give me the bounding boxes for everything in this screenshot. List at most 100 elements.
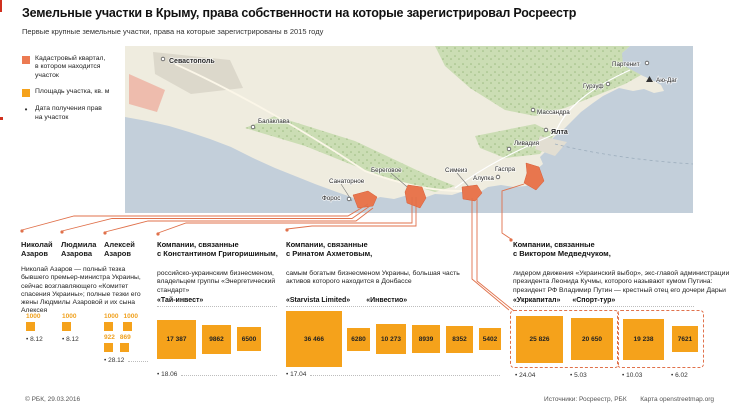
plot-square: 6500 [237,327,261,351]
registration-date: • 6.02 [671,372,688,379]
legend-label: Дата получения прав на участок [35,105,102,121]
cadastral-block-simeiz [461,184,483,202]
plot-row: 1000 1000 [104,313,156,331]
place-marker-icon [605,81,611,87]
plot-square [123,322,133,331]
place-marker-icon [506,146,512,152]
plot-cell: 1000 [123,313,138,331]
urban-yalta [535,136,567,156]
plot-area-value: 1000 [26,313,41,320]
plot-row: 1000 [62,313,79,331]
copyright: © РБК, 29.03.2016 [25,396,81,403]
place-marker-icon [644,60,650,66]
company-label-row: «Тай-инвест» [157,297,277,307]
legend: Кадастровый квартал, в котором находится… [22,55,122,130]
dates-row: • 24.04 • 5.03 [510,372,612,379]
registration-date: • 18.06 [157,371,178,378]
plot-area-value: 869 [119,334,131,341]
legend-label: Площадь участка, кв. м [35,88,110,96]
plot-bars-starvista: 36 466 [286,310,342,368]
person-name: Алексей Азаров [104,240,135,258]
plot-cell: 922 [104,334,115,352]
road [554,69,631,135]
footer-sources: Источники: Росреестр, РБК Карта openstre… [544,396,714,403]
place-label: Береговое [371,167,402,174]
plot-cell: 1000 [104,313,118,331]
cadastral-block-gaspra [523,162,545,191]
registration-date: • 10.03 [622,372,643,379]
ferry-line [554,143,694,165]
dotted-leader [181,375,277,376]
section-desc: самым богатым бизнесменом Украины, больш… [286,270,460,286]
place-label: Санаторное [329,178,365,185]
date-bullet-icon: • [24,105,28,115]
place-marker-icon [530,107,536,113]
place-label: Массандра [537,109,570,116]
registration-date: • 28.12 [104,357,125,364]
plot-cell: 1000 [26,313,40,331]
section-desc: лидером движения «Украинский выбор», экс… [513,270,730,294]
plot-box-ukrkapital: 25 826 20 650 [510,310,619,368]
dotted-leader [128,361,149,362]
label-pointer [456,172,470,188]
section-akhmetov: Компании, связанные с Ринатом Ахметовым,… [286,240,504,378]
azarov-note: Николай Азаров — полный тезка бывшего пр… [21,266,141,315]
place-label: Аю-Даг [656,77,678,84]
place-label: Ялта [551,129,568,136]
page-subtitle: Первые крупные земельные участки, права … [22,27,324,36]
place-label: Ливадия [514,140,539,147]
dotted-leader [310,375,500,376]
plot-row: 1000 [26,313,43,331]
section-medvedchuk: Компании, связанные с Виктором Медведчук… [510,240,735,379]
sources-text: Источники: Росреестр, РБК [544,396,627,403]
person-name: Людмила Азарова [61,240,97,258]
plot-box-sport-tur: 19 238 7621 [617,310,704,368]
page-title: Земельные участки в Крыму, права собстве… [22,6,577,20]
registration-date: • 17.04 [286,371,307,378]
place-label: Партенит [612,61,640,68]
place-marker-icon [160,56,166,62]
plot-bars-tai-invest: 17 387 9862 6500 [157,310,261,368]
forest [475,124,555,158]
plot-square: 36 466 [286,311,342,367]
plot-chart-aleksey: 1000 1000 922 869 • 28.12 [104,313,156,364]
legend-item-cadastral: Кадастровый квартал, в котором находится… [22,55,122,80]
section-header: Компании, связанные с Виктором Медведчук… [513,240,611,258]
legend-item-area: Площадь участка, кв. м [22,88,122,98]
plot-square: 20 650 [571,318,613,360]
company-label: «Starvista Limited» [286,297,351,304]
brand-tick-top [0,0,2,12]
person-name: Николай Азаров [21,240,53,258]
forest [245,116,455,192]
plot-square: 25 826 [516,315,563,363]
registration-date: • 5.03 [570,372,587,379]
plot-square [26,322,35,331]
legend-label: Кадастровый квартал, в котором находится… [35,55,106,79]
place-marker-icon [250,124,256,130]
company-label: «Спорт-тур» [572,297,616,304]
section-header: Компании, связанные с Константином Григо… [157,240,278,258]
plot-square [62,322,71,331]
plot-cell: 869 [119,334,131,352]
place-label: Гурзуф [583,83,604,90]
section-grigorishin: Компании, связанные с Константином Григо… [157,240,282,378]
road [174,63,481,192]
place-marker-icon [543,127,549,133]
plot-cell: 1000 [62,313,76,331]
plot-square: 10 273 [376,324,406,354]
legend-item-date: • Дата получения прав на участок [22,105,122,122]
place-marker-icon [495,174,501,180]
plot-square [104,322,113,331]
registration-date: • 24.04 [515,372,536,379]
company-label-row: «Укркапитал» «Спорт-тур» [513,297,694,307]
registration-date: • 8.12 [62,336,79,343]
company-label-row: «Starvista Limited» «Инвестио» [286,297,500,307]
cadastral-swatch-icon [22,56,30,64]
company-label: «Тай-инвест» [157,297,204,304]
plot-area-value: 1000 [62,313,77,320]
road [454,133,556,189]
plot-area-value: 922 [104,334,115,341]
place-label: Форос [322,195,340,202]
plot-square: 8939 [412,325,440,353]
